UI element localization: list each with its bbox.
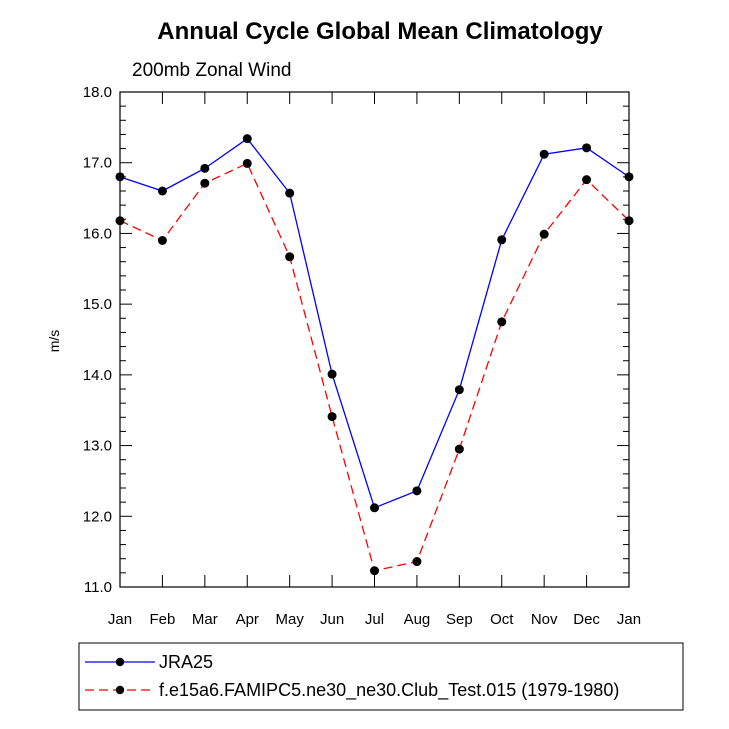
y-tick-label: 14.0	[83, 367, 112, 384]
data-point-series-0	[200, 163, 210, 173]
x-tick-label: Apr	[236, 611, 259, 628]
y-tick-label: 16.0	[83, 225, 112, 242]
plot-frame	[119, 91, 630, 588]
legend-label-model: f.e15a6.FAMIPC5.ne30_ne30.Club_Test.015 …	[159, 680, 619, 701]
chart-subtitle: 200mb Zonal Wind	[132, 60, 291, 81]
legend: JRA25 f.e15a6.FAMIPC5.ne30_ne30.Club_Tes…	[78, 642, 684, 711]
x-tick-label: Dec	[573, 611, 600, 628]
x-tick-label: Jul	[365, 611, 384, 628]
chart-title: Annual Cycle Global Mean Climatology	[157, 18, 603, 45]
data-point-series-0	[582, 143, 592, 153]
x-tick-label: Aug	[404, 611, 431, 628]
x-tick-label: May	[275, 611, 304, 628]
x-tick-label: Sep	[446, 611, 473, 628]
y-tick-label: 13.0	[83, 438, 112, 455]
y-tick-labels: 11.0 12.0 13.0 14.0 15.0 16.0 17.0 18.0	[83, 84, 112, 596]
data-point-series-1	[157, 236, 167, 245]
data-point-series-0	[327, 369, 337, 379]
data-point-series-0	[157, 186, 167, 196]
x-tick-label: Nov	[531, 611, 558, 628]
data-point-series-1	[412, 557, 422, 567]
axis-ticks	[119, 91, 630, 588]
y-axis-label: m/s	[46, 330, 62, 353]
data-point-series-1	[582, 175, 592, 185]
y-tick-label: 15.0	[83, 296, 112, 313]
data-point-series-0	[370, 503, 379, 513]
legend-label-jra25: JRA25	[159, 652, 213, 672]
data-point-series-1	[497, 317, 507, 327]
data-point-series-1	[539, 229, 549, 239]
x-tick-label: Jan	[108, 611, 132, 628]
data-point-series-0	[242, 134, 252, 144]
data-point-series-1	[327, 412, 337, 422]
data-point-series-1	[370, 566, 379, 576]
data-point-series-0	[454, 385, 464, 395]
x-tick-label: Oct	[490, 611, 514, 628]
data-point-series-1	[285, 252, 295, 262]
data-point-series-0	[539, 149, 549, 159]
data-point-series-1	[454, 444, 464, 454]
y-tick-label: 12.0	[83, 508, 112, 525]
legend-marker-model	[115, 685, 125, 695]
data-point-series-0	[412, 486, 422, 496]
y-tick-label: 17.0	[83, 155, 112, 172]
data-point-series-0	[285, 188, 295, 198]
data-point-series-1	[242, 158, 252, 168]
x-tick-label: Jan	[617, 611, 641, 628]
x-tick-label: Jun	[320, 611, 344, 628]
y-tick-label: 18.0	[83, 84, 112, 101]
data-point-series-0	[497, 235, 507, 245]
legend-box	[78, 642, 684, 711]
y-tick-label: 11.0	[84, 579, 112, 596]
x-tick-labels: Jan Feb Mar Apr May Jun Jul Aug Sep Oct …	[108, 611, 641, 628]
series-group	[115, 134, 634, 576]
data-point-series-1	[200, 178, 210, 188]
x-tick-label: Mar	[192, 611, 218, 628]
legend-marker-jra25	[115, 657, 125, 667]
x-tick-label: Feb	[149, 611, 175, 628]
